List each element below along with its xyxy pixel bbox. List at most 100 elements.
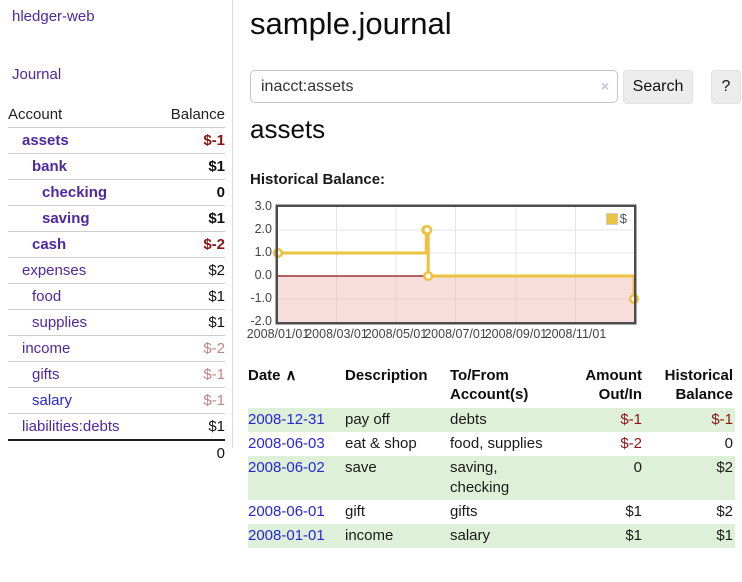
- sidebar-account-link[interactable]: income: [22, 340, 71, 357]
- register-balance: 0: [724, 435, 733, 452]
- register-row: 2008-06-02 save saving, checking 0 $2: [248, 456, 735, 500]
- sidebar-account-row: liabilities:debts $1: [8, 413, 225, 441]
- register-row: 2008-01-01 income salary $1 $1: [248, 524, 735, 548]
- nav-journal-link[interactable]: Journal: [12, 66, 62, 83]
- search-button[interactable]: Search: [623, 70, 693, 104]
- sidebar-account-balance: $-1: [203, 132, 225, 149]
- sidebar-account-row: cash $-2: [8, 231, 225, 258]
- search-box: ×: [250, 70, 618, 103]
- sidebar-account-balance: $-2: [203, 236, 225, 253]
- sidebar-account-link[interactable]: assets: [22, 132, 69, 149]
- sidebar-account-balance: 0: [216, 184, 225, 201]
- sidebar-account-balance: $1: [208, 158, 225, 175]
- register-header-date[interactable]: Date ∧: [248, 363, 345, 408]
- sidebar-account-row: gifts $-1: [8, 361, 225, 388]
- chart-legend: $: [603, 210, 629, 227]
- sort-asc-icon: ∧: [285, 367, 297, 384]
- data-point-marker[interactable]: [422, 224, 433, 236]
- balance-chart[interactable]: $ 3.0 2.0 1.0 0.0 -1.0 -2.0 2008/01/01 2008/03/…: [247, 199, 640, 341]
- y-axis-tick-label: 3.0: [254, 199, 272, 213]
- account-title: assets: [250, 114, 326, 144]
- register-description: pay off: [345, 411, 390, 428]
- register-accounts: gifts: [450, 503, 478, 520]
- register-description: gift: [345, 503, 366, 520]
- register-accounts: salary: [450, 527, 491, 544]
- sidebar-account-link[interactable]: supplies: [32, 314, 88, 331]
- clear-search-icon[interactable]: ×: [600, 78, 609, 94]
- sidebar-account-balance: $1: [208, 418, 225, 435]
- register-header-accounts: To/From Account(s): [450, 367, 529, 403]
- x-axis-tick-label: 2008/11/01: [544, 327, 607, 341]
- register-description: income: [345, 527, 394, 544]
- sidebar-account-balance: $2: [208, 262, 225, 279]
- register-date-link[interactable]: 2008-06-02: [248, 459, 325, 476]
- legend-swatch-icon: [605, 212, 618, 225]
- register-row: 2008-12-31 pay off debts $-1 $-1: [248, 408, 735, 432]
- sidebar-account-row: expenses $2: [8, 257, 225, 284]
- sidebar-account-row: bank $1: [8, 153, 225, 180]
- sidebar-account-row: income $-2: [8, 335, 225, 362]
- y-axis-tick-label: 0.0: [254, 268, 272, 282]
- sidebar-account-row: assets $-1: [8, 127, 225, 154]
- register-amount: 0: [633, 459, 642, 476]
- chart-label: Historical Balance:: [250, 171, 386, 188]
- sidebar-account-link[interactable]: expenses: [22, 262, 87, 279]
- sidebar-account-link[interactable]: food: [32, 288, 62, 305]
- sidebar-account-balance: $-2: [203, 340, 225, 357]
- sidebar-account-link[interactable]: saving: [42, 210, 90, 227]
- x-axis-tick-label: 2008/09/01: [484, 327, 548, 341]
- search-row: × Search ?: [248, 70, 742, 104]
- register-table: Date ∧ Description To/From Account(s) Amo…: [248, 363, 735, 548]
- sidebar: hledger-web Journal Account Balance asse…: [8, 0, 233, 462]
- sidebar-account-row: checking 0: [8, 179, 225, 206]
- register-date-link[interactable]: 2008-12-31: [248, 411, 325, 428]
- register-description: eat & shop: [345, 435, 417, 452]
- y-axis-tick-label: -2.0: [250, 314, 272, 328]
- x-axis-tick-label: 2008/01/01: [246, 327, 310, 341]
- x-axis-tick-label: 2008/03/01: [305, 327, 368, 341]
- sidebar-account-link[interactable]: cash: [32, 236, 67, 253]
- legend-label: $: [619, 211, 627, 226]
- sidebar-account-row: saving $1: [8, 205, 225, 232]
- register-row: 2008-06-03 eat & shop food, supplies $-2 0: [248, 432, 735, 456]
- register-accounts: saving, checking: [450, 459, 510, 496]
- register-amount: $1: [625, 503, 642, 520]
- x-axis-tick-label: 2008/07/01: [424, 327, 487, 341]
- accounts-header-balance: Balance: [170, 106, 225, 123]
- register-balance: $2: [716, 503, 733, 520]
- register-accounts: food, supplies: [450, 435, 543, 452]
- brand-link[interactable]: hledger-web: [12, 8, 95, 25]
- sidebar-account-link[interactable]: liabilities:debts: [22, 418, 120, 435]
- register-date-link[interactable]: 2008-01-01: [248, 527, 325, 544]
- accounts-total-spacer: [8, 440, 154, 466]
- register-amount: $-1: [620, 411, 642, 428]
- y-axis-tick-label: 1.0: [254, 245, 272, 259]
- x-axis-tick-label: 2008/05/01: [364, 327, 428, 341]
- chart-canvas[interactable]: [272, 204, 640, 325]
- register-amount: $-2: [620, 435, 642, 452]
- register-header-description: Description: [345, 367, 428, 384]
- sidebar-account-link[interactable]: bank: [32, 158, 68, 175]
- sidebar-account-balance: $-1: [203, 392, 225, 409]
- sidebar-account-link[interactable]: checking: [42, 184, 108, 201]
- help-button[interactable]: ?: [711, 70, 741, 104]
- register-balance: $-1: [711, 411, 733, 428]
- sidebar-account-link[interactable]: salary: [32, 392, 73, 409]
- register-header-date-label: Date: [248, 367, 281, 384]
- sidebar-account-row: food $1: [8, 283, 225, 310]
- sidebar-account-link[interactable]: gifts: [32, 366, 60, 383]
- register-balance: $1: [716, 527, 733, 544]
- data-point-marker[interactable]: [423, 270, 434, 282]
- y-axis-tick-label: -1.0: [250, 291, 272, 305]
- register-amount: $1: [625, 527, 642, 544]
- register-date-link[interactable]: 2008-06-03: [248, 435, 325, 452]
- accounts-table: Account Balance assets $-1 bank $1 checking 0…: [8, 102, 225, 466]
- sidebar-account-balance: $1: [208, 210, 225, 227]
- main-content: sample.journal × Search ? assets Histori…: [247, 0, 742, 582]
- accounts-header-account: Account: [8, 106, 63, 123]
- search-input[interactable]: [250, 70, 618, 103]
- y-axis-tick-label: 2.0: [254, 222, 272, 236]
- register-date-link[interactable]: 2008-06-01: [248, 503, 325, 520]
- register-description: save: [345, 459, 377, 476]
- register-balance: $2: [716, 459, 733, 476]
